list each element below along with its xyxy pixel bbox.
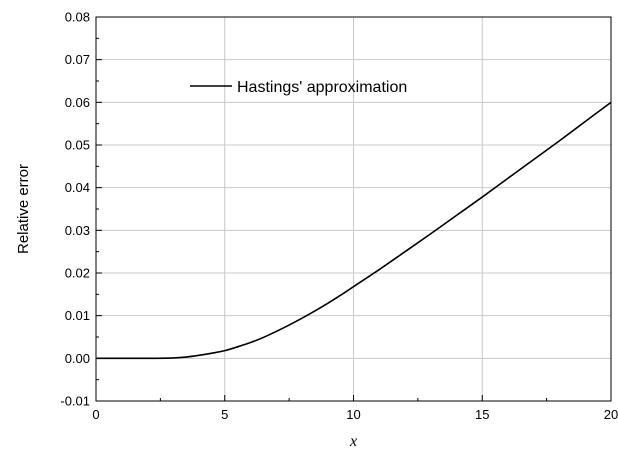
y-axis-title: Relative error bbox=[15, 164, 32, 254]
y-tick-label: 0.02 bbox=[65, 266, 90, 281]
x-tick-label: 0 bbox=[92, 407, 99, 422]
x-axis-title: x bbox=[349, 433, 357, 450]
y-tick-label: 0.01 bbox=[65, 308, 90, 323]
legend: Hastings' approximation bbox=[190, 79, 407, 96]
x-tick-label: 5 bbox=[221, 407, 228, 422]
y-tick-label: 0.06 bbox=[65, 95, 90, 110]
grid-lines bbox=[96, 17, 611, 401]
y-tick-label: 0.03 bbox=[65, 223, 90, 238]
x-tick-label: 10 bbox=[346, 407, 360, 422]
y-tick-label: 0.05 bbox=[65, 138, 90, 153]
y-tick-label: -0.01 bbox=[60, 394, 90, 409]
series-group bbox=[96, 101, 612, 360]
series-line bbox=[96, 101, 612, 360]
y-tick-label: 0.08 bbox=[65, 10, 90, 25]
y-tick-label: 0.07 bbox=[65, 52, 90, 67]
x-tick-label: 15 bbox=[475, 407, 489, 422]
legend-label: Hastings' approximation bbox=[237, 79, 407, 96]
x-tick-label: 20 bbox=[604, 407, 618, 422]
axis-ticks bbox=[95, 16, 612, 402]
tick-labels: 0 5 10 15 20 -0.01 0.00 0.01 0.02 0.03 0.04 0.05 0.0… bbox=[60, 10, 618, 423]
y-tick-label: 0.04 bbox=[65, 180, 90, 195]
y-tick-label: 0.00 bbox=[65, 351, 90, 366]
